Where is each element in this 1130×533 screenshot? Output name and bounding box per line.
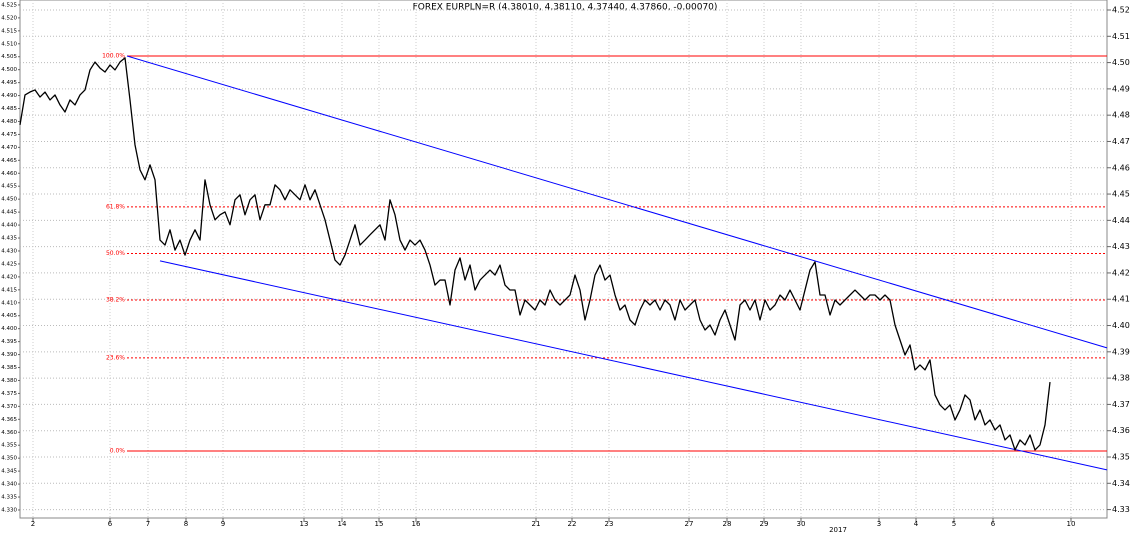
y2-tick-label: 4.500 — [1, 67, 17, 73]
y2-tick-label: 4.470 — [1, 145, 17, 151]
y2-tick-label: 4.455 — [1, 184, 17, 190]
y2-tick-label: 4.420 — [1, 274, 17, 280]
y-tick-label: 4.49 — [1112, 84, 1130, 93]
y2-tick-label: 4.505 — [1, 54, 17, 60]
fib-label: 23.6% — [106, 354, 125, 361]
y2-tick-label: 4.465 — [1, 158, 17, 164]
y2-tick-label: 4.490 — [1, 93, 17, 99]
y-tick-label: 4.45 — [1112, 190, 1130, 199]
x-tick-label: 27 — [685, 520, 694, 528]
y2-tick-label: 4.410 — [1, 300, 17, 306]
y2-tick-label: 4.445 — [1, 210, 17, 216]
fib-label: 0.0% — [110, 447, 126, 454]
y2-tick-label: 4.515 — [1, 28, 17, 34]
y-tick-label: 4.46 — [1112, 163, 1130, 172]
y2-tick-label: 4.355 — [1, 443, 17, 449]
y2-tick-label: 4.350 — [1, 456, 17, 462]
y2-tick-label: 4.405 — [1, 313, 17, 319]
x-tick-label: 16 — [412, 520, 421, 528]
y-tick-label: 4.33 — [1112, 505, 1130, 514]
y-tick-label: 4.35 — [1112, 452, 1130, 461]
y-tick-label: 4.50 — [1112, 58, 1130, 67]
y2-tick-label: 4.475 — [1, 132, 17, 138]
x-tick-label: 7 — [146, 520, 150, 528]
x-tick-label: 5 — [952, 520, 956, 528]
x-tick-label: 21 — [532, 520, 541, 528]
y-tick-label: 4.44 — [1112, 216, 1130, 225]
y2-tick-label: 4.370 — [1, 404, 17, 410]
y2-tick-label: 4.510 — [1, 41, 17, 47]
y-tick-label: 4.52 — [1112, 5, 1130, 14]
y2-tick-label: 4.520 — [1, 15, 17, 21]
x-tick-label: 3 — [877, 520, 881, 528]
fib-label: 100.0% — [102, 53, 125, 60]
x-tick-label: 29 — [760, 520, 769, 528]
x-tick-label: 15 — [375, 520, 384, 528]
y-tick-label: 4.43 — [1112, 242, 1130, 251]
y2-tick-label: 4.415 — [1, 287, 17, 293]
trend-line — [126, 55, 1108, 349]
x-tick-label: 6 — [991, 520, 996, 528]
y2-tick-label: 4.430 — [1, 248, 17, 254]
y2-tick-label: 4.390 — [1, 352, 17, 358]
y2-tick-label: 4.360 — [1, 430, 17, 436]
fib-label: 38.2% — [106, 297, 125, 304]
x-tick-label: 13 — [300, 520, 309, 528]
y2-tick-label: 4.330 — [1, 507, 17, 513]
y2-tick-label: 4.385 — [1, 365, 17, 371]
y-tick-label: 4.40 — [1112, 321, 1130, 330]
y-tick-label: 4.38 — [1112, 374, 1130, 383]
x-tick-label: 4 — [914, 520, 919, 528]
y-tick-label: 4.41 — [1112, 295, 1130, 304]
x-tick-label: 30 — [797, 520, 806, 528]
x-tick-label: 10 — [1067, 520, 1076, 528]
x-tick-label: 23 — [605, 520, 614, 528]
year-label: 2017 — [829, 526, 847, 533]
chart-title: FOREX EURPLN=R (4.38010, 4.38110, 4.3744… — [413, 3, 718, 13]
y2-tick-label: 4.345 — [1, 469, 17, 475]
plot-frame — [19, 0, 1108, 519]
y2-tick-label: 4.525 — [1, 2, 17, 8]
x-tick-label: 6 — [108, 520, 113, 528]
y2-tick-label: 4.380 — [1, 378, 17, 384]
x-tick-label: 22 — [568, 520, 577, 528]
y2-tick-label: 4.375 — [1, 391, 17, 397]
y2-tick-label: 4.440 — [1, 223, 17, 229]
x-tick-label: 28 — [723, 520, 732, 528]
y-tick-label: 4.37 — [1112, 400, 1130, 409]
y-tick-label: 4.51 — [1112, 32, 1130, 41]
x-tick-label: 9 — [221, 520, 225, 528]
y2-tick-label: 4.400 — [1, 326, 17, 332]
y2-tick-label: 4.480 — [1, 119, 17, 125]
y2-tick-label: 4.435 — [1, 236, 17, 242]
y-tick-label: 4.36 — [1112, 426, 1130, 435]
price-line — [19, 57, 1051, 451]
y2-tick-label: 4.335 — [1, 495, 17, 501]
fib-label: 50.0% — [106, 250, 125, 257]
y2-tick-label: 4.450 — [1, 197, 17, 203]
y2-tick-label: 4.460 — [1, 171, 17, 177]
y-tick-label: 4.39 — [1112, 347, 1130, 356]
x-tick-label: 2 — [31, 520, 35, 528]
y2-tick-label: 4.365 — [1, 417, 17, 423]
y2-tick-label: 4.395 — [1, 339, 17, 345]
y2-tick-label: 4.340 — [1, 482, 17, 488]
trend-line — [159, 260, 1108, 471]
y2-tick-label: 4.425 — [1, 261, 17, 267]
y2-tick-label: 4.485 — [1, 106, 17, 112]
x-tick-label: 14 — [338, 520, 347, 528]
y2-tick-label: 4.495 — [1, 80, 17, 86]
y-tick-label: 4.47 — [1112, 137, 1130, 146]
x-tick-label: 8 — [184, 520, 188, 528]
y-tick-label: 4.48 — [1112, 111, 1130, 120]
y-tick-label: 4.34 — [1112, 479, 1130, 488]
fib-label: 61.8% — [106, 203, 125, 210]
y-tick-label: 4.42 — [1112, 268, 1130, 277]
